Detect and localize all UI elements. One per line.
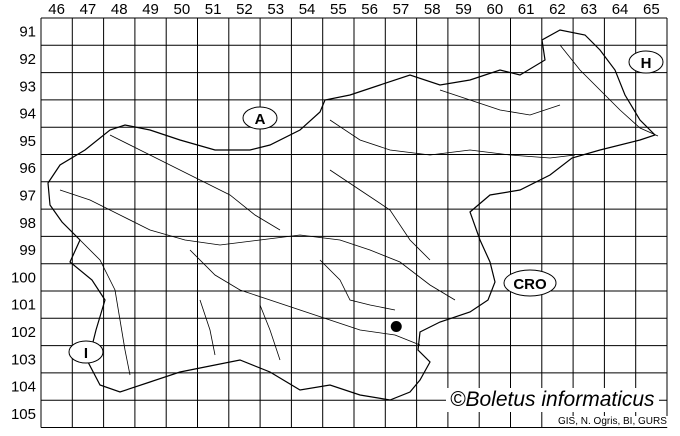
country-label-hungary: H	[628, 50, 664, 74]
row-label: 100	[11, 269, 36, 286]
row-label: 97	[19, 187, 36, 204]
country-border	[47, 29, 657, 401]
column-label: 53	[267, 1, 284, 18]
record-dot	[390, 320, 402, 332]
column-label: 57	[393, 1, 410, 18]
data-source: GIS, N. Ogris, BI, GURS	[556, 416, 669, 427]
column-label: 58	[424, 1, 441, 18]
column-label: 54	[299, 1, 316, 18]
copyright-credit: ©Boletus informaticus	[446, 388, 659, 412]
row-label: 96	[19, 160, 36, 177]
column-label: 60	[487, 1, 504, 18]
country-label-croatia: CRO	[503, 269, 557, 297]
country-label-italy: I	[68, 340, 104, 364]
column-label: 62	[549, 1, 566, 18]
row-label: 93	[19, 78, 36, 95]
column-label: 56	[361, 1, 378, 18]
row-label: 92	[19, 51, 36, 68]
row-label: 103	[11, 351, 36, 368]
svg-text:CRO: CRO	[513, 276, 547, 293]
row-label: 95	[19, 133, 36, 150]
records	[390, 320, 402, 332]
column-label: 61	[518, 1, 535, 18]
column-label: 55	[330, 1, 347, 18]
column-label: 63	[580, 1, 597, 18]
country-label-austria: A	[242, 106, 278, 130]
svg-text:I: I	[84, 345, 88, 362]
svg-text:A: A	[255, 111, 266, 128]
column-label: 59	[455, 1, 472, 18]
column-label: 50	[174, 1, 191, 18]
column-label: 52	[236, 1, 253, 18]
row-label: 98	[19, 215, 36, 232]
row-label: 91	[19, 24, 36, 41]
rivers	[59, 44, 659, 376]
column-label: 48	[111, 1, 128, 18]
svg-text:H: H	[641, 55, 652, 72]
row-label: 99	[19, 242, 36, 259]
row-label: 101	[11, 297, 36, 314]
column-label: 51	[205, 1, 222, 18]
column-label: 46	[48, 1, 65, 18]
grid-lines	[40, 17, 668, 428]
column-label: 64	[612, 1, 629, 18]
row-label: 104	[11, 379, 36, 396]
column-label: 65	[643, 1, 660, 18]
row-label: 94	[19, 106, 36, 123]
column-labels: 46 47 48 49 50 51 52 53 54 55 56 57 58 59 60 61 62 63 64 65	[48, 1, 659, 18]
row-label: 102	[11, 324, 36, 341]
row-labels: 91 92 93 94 95 96 97 98 99 100 101 102 103 104 105	[11, 24, 36, 423]
column-label: 49	[142, 1, 159, 18]
row-label: 105	[11, 406, 36, 423]
column-label: 47	[80, 1, 97, 18]
